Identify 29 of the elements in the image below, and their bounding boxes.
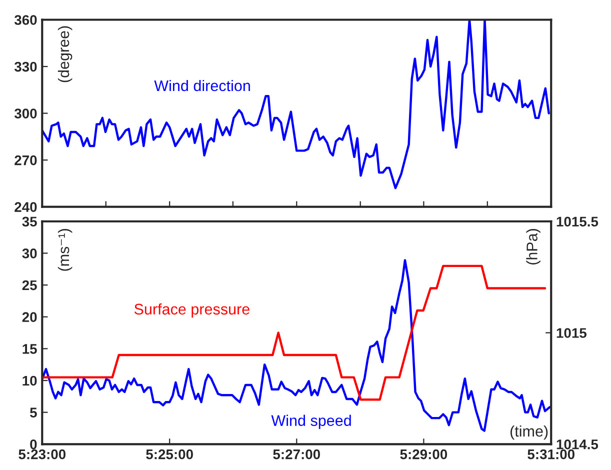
y2-tick-label: 1015.5	[556, 216, 598, 227]
x-tick-label: 5:31:00	[528, 449, 574, 460]
x-tick-label: 5:25:00	[146, 449, 193, 460]
y-tick-label: 330	[14, 62, 37, 72]
y2-tick-label: 1015	[556, 328, 586, 338]
x-tick-label: 5:27:00	[273, 449, 320, 460]
y-axis-title: (ms⁻¹)	[58, 229, 72, 271]
y-tick-label: 240	[14, 202, 37, 212]
text: Surface pressure	[134, 303, 250, 318]
y-tick-label: 300	[14, 108, 37, 118]
series-label: Wind direction	[154, 80, 250, 92]
y-tick-label: 0	[30, 439, 37, 450]
y-tick-label: 15	[22, 344, 37, 354]
x-tick-label: 5:29:00	[400, 449, 448, 460]
y-tick-label: 25	[22, 280, 37, 290]
y-axis-title: (degree)	[58, 26, 72, 82]
y2-axis-title: (hPa)	[526, 229, 540, 264]
y-tick-label: 270	[14, 155, 37, 166]
y-tick-label: 35	[22, 216, 37, 227]
y-tick-label: 5	[30, 408, 37, 418]
y2-tick-label: 1014.5	[556, 439, 598, 450]
x-axis-title: (time)	[510, 425, 548, 440]
x-tick-label: 5:23:00	[18, 449, 66, 460]
line-series	[42, 20, 550, 190]
y-tick-label: 360	[14, 15, 37, 25]
y-tick-label: 10	[22, 376, 37, 386]
y-tick-label: 20	[22, 312, 37, 322]
series-label: Wind speed	[271, 414, 351, 429]
y-tick-label: 30	[22, 248, 37, 258]
